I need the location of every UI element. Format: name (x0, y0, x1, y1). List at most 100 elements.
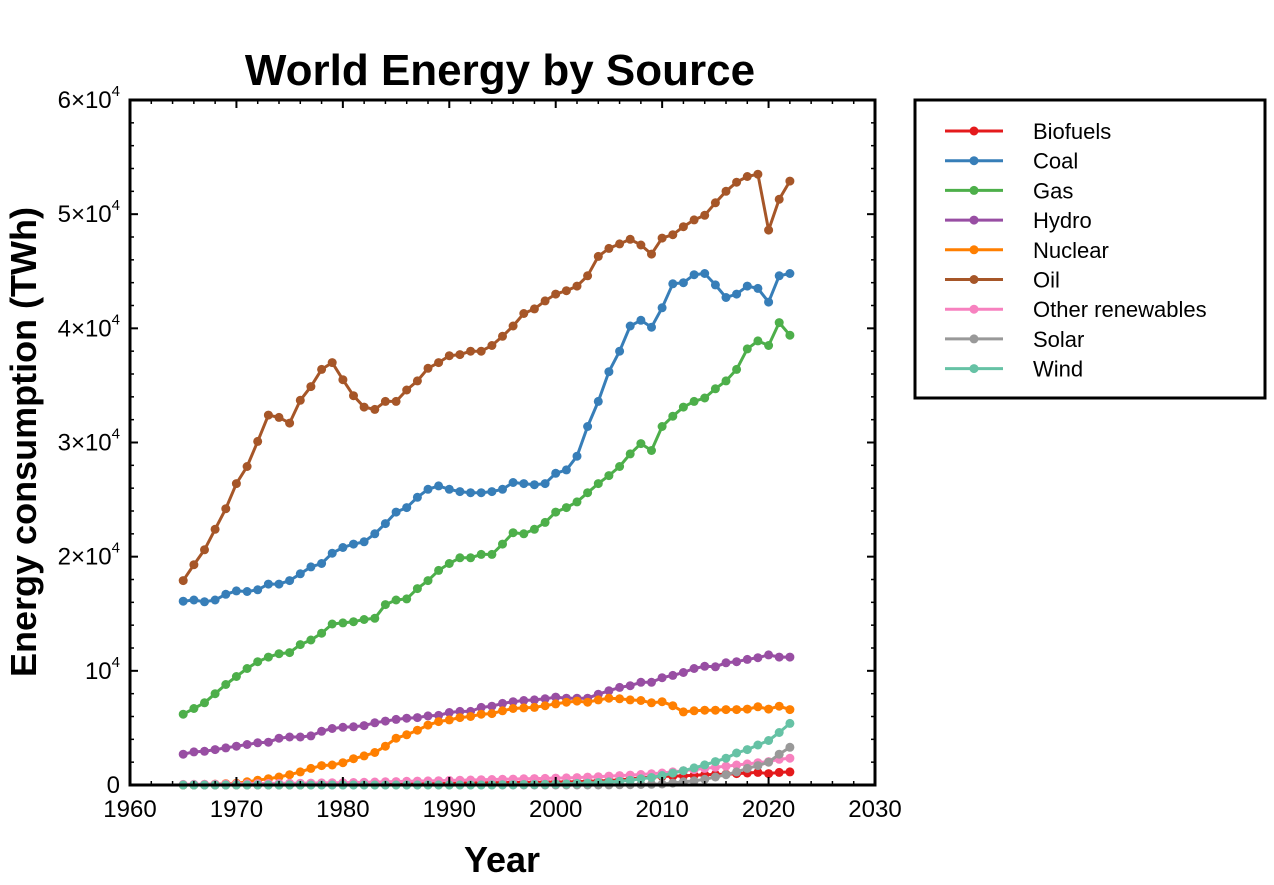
data-point (317, 726, 327, 736)
data-point (785, 718, 795, 728)
data-point (625, 449, 635, 459)
legend-item: Coal (945, 149, 1078, 174)
data-point (785, 176, 795, 186)
data-point (221, 589, 231, 599)
data-point (317, 628, 327, 638)
y-tick-label: 3×104 (58, 426, 120, 457)
data-point (753, 653, 763, 663)
data-point (668, 279, 678, 289)
data-point (253, 585, 263, 595)
data-point (306, 635, 316, 645)
data-point (572, 451, 582, 461)
data-point (370, 404, 380, 414)
data-point (678, 402, 688, 412)
data-point (647, 773, 656, 782)
data-point (636, 315, 646, 325)
data-point (732, 657, 742, 667)
data-point (561, 465, 571, 475)
data-point (498, 331, 507, 341)
data-point (444, 351, 454, 361)
data-point (487, 709, 497, 719)
data-point (189, 747, 199, 757)
data-point (423, 363, 433, 373)
data-point (242, 740, 252, 749)
data-point (274, 772, 284, 782)
legend: Biofuels Coal Gas Hydro Nuclear Oil Other rene… (913, 98, 1267, 400)
data-point (508, 478, 518, 487)
data-point (519, 696, 529, 705)
data-point (668, 230, 678, 240)
data-point (338, 722, 348, 732)
data-point (476, 346, 486, 356)
data-point (732, 748, 742, 758)
data-point (285, 576, 295, 586)
data-point (529, 524, 539, 534)
data-point (529, 480, 539, 490)
legend-item: Gas (945, 178, 1073, 203)
data-point (604, 471, 614, 481)
data-point (285, 770, 295, 780)
x-tick-label: 1990 (423, 796, 476, 823)
data-point (487, 487, 497, 497)
data-point (615, 694, 625, 704)
data-point (742, 281, 752, 291)
legend-swatch-marker (969, 215, 979, 225)
data-point (572, 696, 582, 706)
data-point (434, 358, 444, 368)
data-point (753, 740, 763, 750)
data-point (774, 749, 784, 759)
data-point (402, 713, 412, 723)
data-point (753, 767, 763, 777)
data-point (742, 654, 752, 664)
data-point (306, 382, 316, 392)
data-point (519, 529, 529, 539)
data-point (657, 697, 667, 707)
data-point (242, 587, 252, 596)
data-point (210, 524, 220, 534)
data-point (689, 763, 699, 773)
data-point (317, 559, 327, 568)
data-point (604, 686, 614, 696)
data-point (210, 689, 220, 699)
y-tick-label: 5×104 (58, 197, 120, 228)
data-point (327, 760, 337, 770)
data-point (423, 484, 433, 494)
data-point (583, 271, 593, 281)
data-point (615, 346, 625, 356)
data-point (721, 705, 731, 715)
legend-item: Nuclear (945, 238, 1109, 263)
data-point (444, 484, 454, 494)
data-point (604, 243, 614, 253)
data-point (636, 696, 646, 705)
data-point (732, 364, 742, 374)
data-point (721, 293, 731, 302)
x-tick-label: 2030 (848, 796, 901, 823)
data-point (551, 699, 561, 709)
legend-label: Gas (1033, 178, 1073, 203)
data-point (774, 318, 784, 328)
data-point (423, 711, 433, 721)
x-axis-label: Year (464, 839, 540, 880)
data-point (710, 280, 720, 290)
data-point (189, 595, 199, 605)
x-tick-label: 2020 (742, 796, 795, 823)
data-point (647, 322, 656, 332)
data-point (625, 775, 635, 785)
data-point (785, 652, 795, 662)
data-point (593, 396, 603, 406)
data-point (721, 186, 731, 196)
series-nuclear (178, 693, 795, 790)
data-point (657, 422, 667, 431)
series-line (182, 653, 790, 756)
legend-swatch-marker (969, 185, 979, 195)
data-point (285, 648, 295, 658)
legend-item: Hydro (945, 208, 1092, 233)
data-point (689, 270, 699, 280)
data-point (678, 278, 688, 288)
data-point (498, 539, 507, 549)
data-point (561, 503, 571, 513)
data-point (753, 761, 763, 771)
data-point (178, 596, 188, 606)
data-point (338, 618, 348, 628)
legend-swatch-marker (969, 126, 979, 136)
